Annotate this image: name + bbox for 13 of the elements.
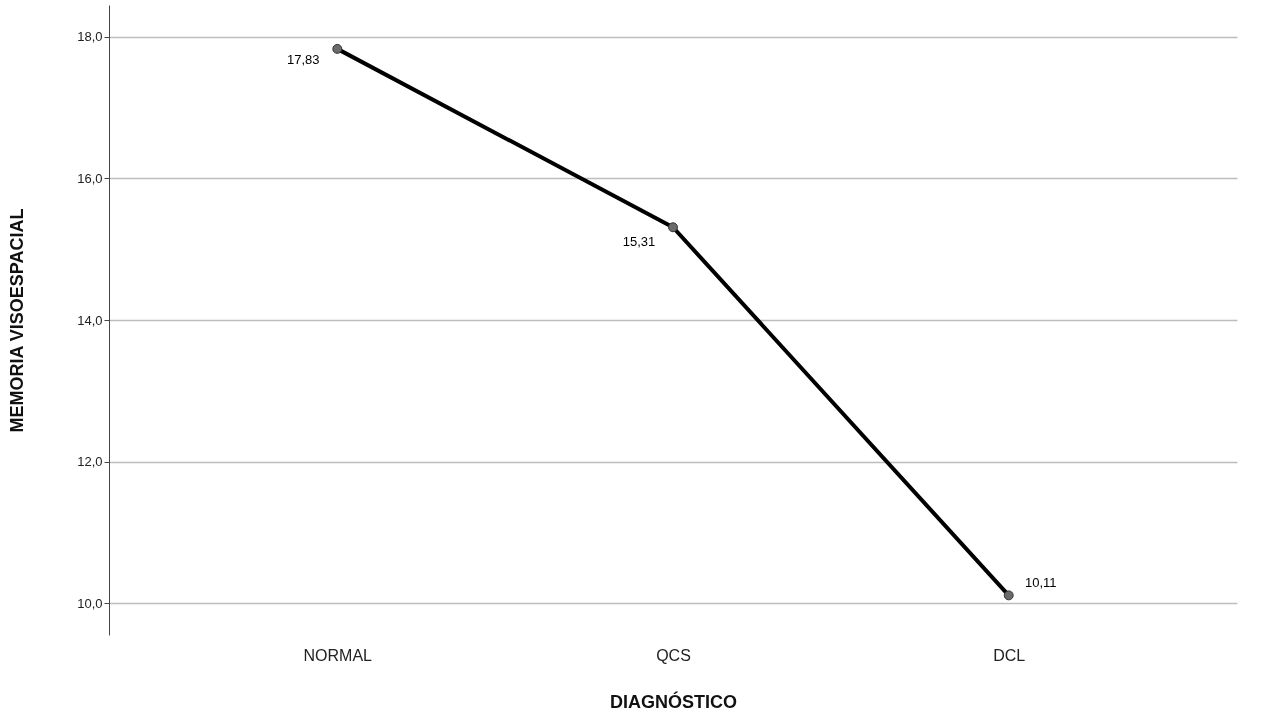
x-axis-title: DIAGNÓSTICO: [609, 690, 738, 712]
x-tick-label: QCS: [656, 646, 691, 664]
y-tick-label: 14,0: [77, 312, 103, 328]
x-tick-label: NORMAL: [303, 646, 373, 664]
data-label: 15,31: [622, 234, 656, 250]
x-tick-label: DCL: [993, 646, 1026, 664]
y-tick-label: 12,0: [77, 454, 103, 470]
y-tick-label: 16,0: [77, 170, 103, 186]
data-label: 10,11: [1024, 575, 1057, 591]
y-axis-title: MEMORIA VISOESPACIAL: [7, 208, 28, 433]
y-tick-label: 18,0: [77, 29, 103, 45]
y-tick-label: 10,0: [77, 595, 103, 611]
data-label: 17,83: [287, 51, 320, 67]
